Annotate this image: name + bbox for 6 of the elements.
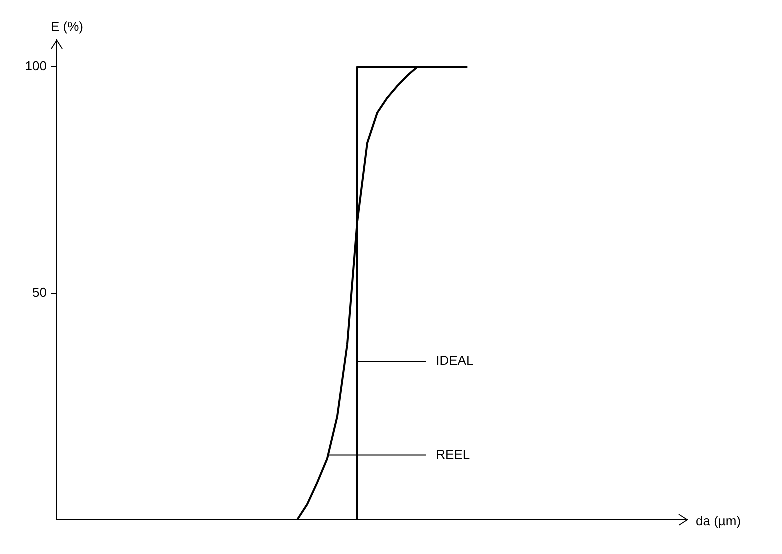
y-tick-label: 50: [32, 285, 47, 300]
annotation: REEL: [436, 446, 470, 462]
y-axis-title: E (%): [51, 19, 84, 34]
x-axis-title: da (µm): [696, 514, 742, 529]
y-tick-label: 100: [25, 58, 47, 74]
annotation: IDEAL: [436, 353, 474, 368]
